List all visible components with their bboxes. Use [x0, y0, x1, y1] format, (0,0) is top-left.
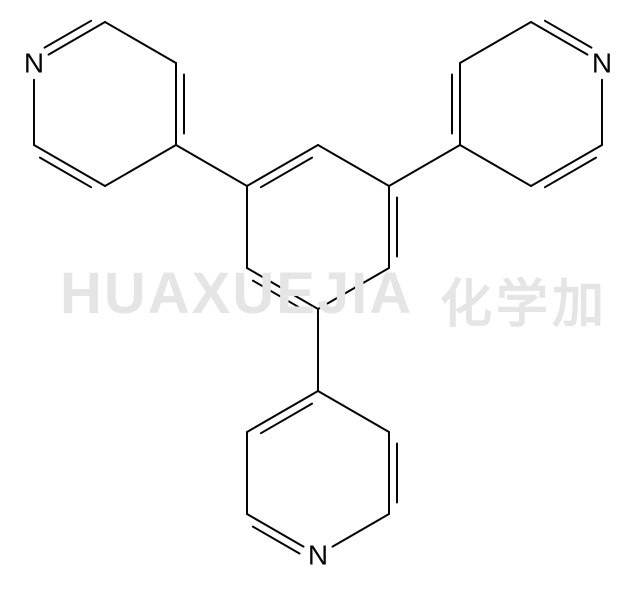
bond: [318, 268, 389, 309]
bond: [176, 145, 247, 186]
bond: [460, 22, 531, 63]
bond: [531, 22, 587, 55]
bond: [49, 22, 105, 55]
bond: [333, 514, 389, 547]
molecule-svg: N N N: [0, 0, 635, 600]
chemical-structure-figure: HUAXUEJIA 化学加 NNN: [0, 0, 635, 600]
bond: [318, 391, 389, 432]
bond: [460, 145, 531, 186]
atom-label: N: [592, 48, 612, 79]
bond: [105, 22, 176, 63]
atom-label: N: [24, 48, 44, 79]
bond: [531, 145, 602, 186]
bond: [247, 145, 318, 186]
bond: [105, 145, 176, 186]
bond: [247, 514, 303, 547]
atom-label: N: [308, 540, 328, 571]
bond: [389, 145, 460, 186]
bond: [247, 391, 318, 432]
bond: [318, 145, 389, 186]
bond: [247, 268, 318, 309]
bond: [34, 145, 105, 186]
